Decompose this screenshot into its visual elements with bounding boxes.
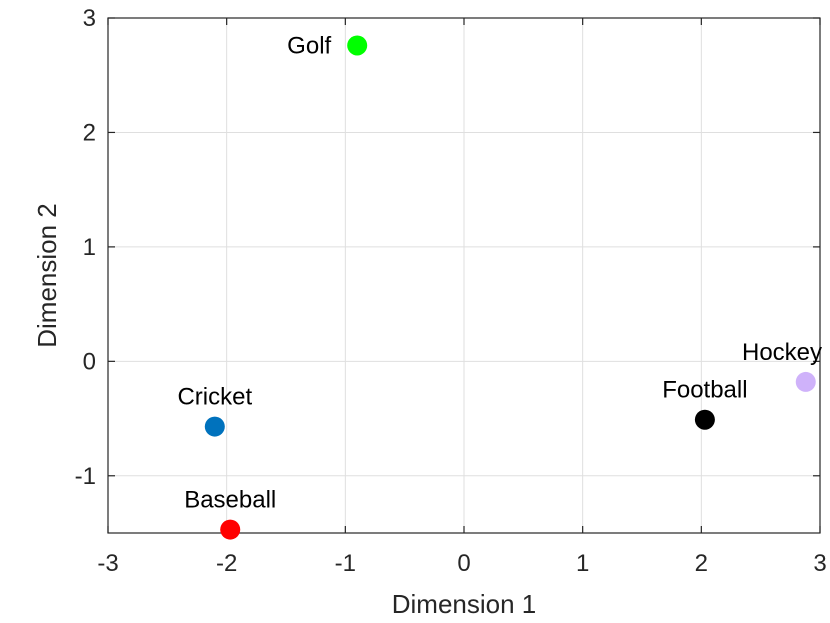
x-tick-label: 0 [457,550,470,577]
y-tick-label: 1 [83,234,96,261]
point-label-hockey: Hockey [742,339,822,366]
point-label-golf: Golf [287,32,331,59]
data-point-golf [347,35,368,56]
point-layer: Golf Cricket Baseball Football Hockey [177,32,822,540]
x-tick-label: -2 [216,550,237,577]
data-point-football [694,409,715,430]
y-tick-label: 2 [83,119,96,146]
data-point-hockey [795,371,816,392]
y-tick-label: -1 [75,463,96,490]
point-label-cricket: Cricket [177,384,252,411]
point-label-baseball: Baseball [184,487,276,514]
x-tick-label: 2 [695,550,708,577]
data-point-baseball [220,519,241,540]
point-label-football: Football [662,377,747,404]
x-tick-label: 3 [813,550,826,577]
y-tick-label: 3 [83,5,96,32]
grid-layer [108,18,820,533]
tick-layer: -3 -2 -1 0 1 2 3 -1 0 1 2 3 [75,5,827,577]
x-tick-label: 1 [576,550,589,577]
x-tick-label: -1 [335,550,356,577]
x-axis-label: Dimension 1 [392,589,537,619]
y-tick-label: 0 [83,348,96,375]
x-tick-label: -3 [97,550,118,577]
data-point-cricket [204,416,225,437]
y-axis-label: Dimension 2 [32,203,62,348]
